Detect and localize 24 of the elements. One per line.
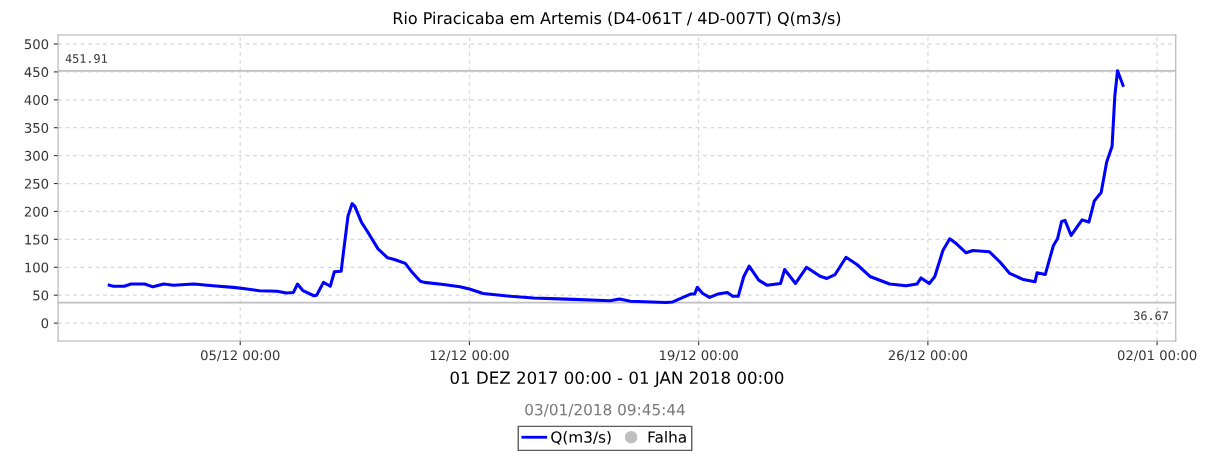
- y-tick-label: 150: [25, 234, 49, 245]
- x-tick-label: 05/12 00:00: [200, 350, 280, 362]
- x-tick-label: 12/12 00:00: [430, 350, 509, 362]
- y-tick-label: 450: [24, 67, 49, 78]
- y-tick-label: 500: [24, 39, 49, 50]
- x-tick-label: 02/01 00:00: [1117, 350, 1197, 362]
- line-series: [107, 69, 1125, 304]
- x-tick-label: 19/12 00:00: [660, 350, 738, 362]
- y-tick-label: 200: [24, 206, 49, 217]
- legend-label: Falha: [648, 430, 686, 443]
- legend-label: Q(m3/s): [551, 431, 611, 445]
- y-tick-label: 100: [25, 262, 49, 273]
- y-tick-label: 0: [41, 318, 49, 329]
- y-tick-label: 250: [24, 178, 49, 189]
- ref-line-label: 451.91: [65, 54, 107, 63]
- text: 03/01/2018 09:45:44: [525, 403, 685, 417]
- y-tick-label: 400: [24, 95, 49, 105]
- ref-line-label: 36.67: [1134, 311, 1168, 321]
- chart-title: Rio Piracicaba em Artemis (D4-061T / 4D-007T) Q(m3/s): [393, 11, 841, 27]
- x-tick-label: 26/12 00:00: [888, 350, 968, 362]
- y-tick-label: 350: [24, 122, 49, 133]
- x-axis-title: 01 DEZ 2017 00:00 - 01 JAN 2018 00:00: [450, 371, 784, 388]
- y-tick-label: 300: [24, 150, 49, 161]
- y-tick-label: 50: [33, 290, 49, 301]
